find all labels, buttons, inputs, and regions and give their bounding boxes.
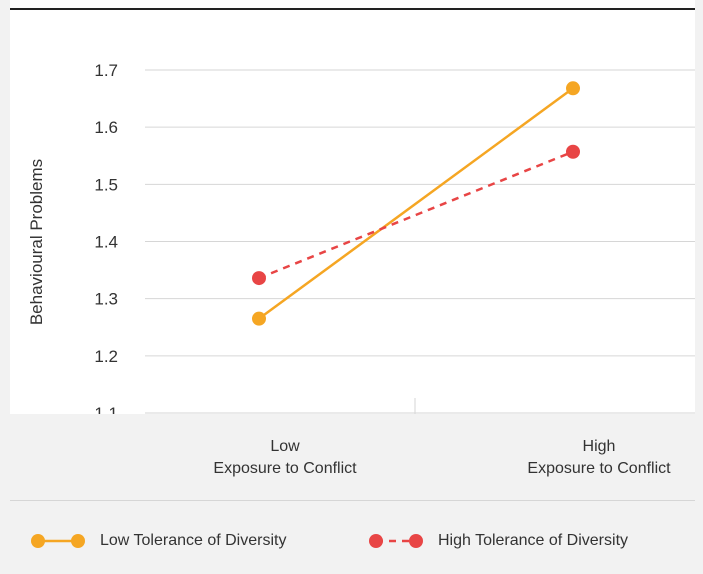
series-low-tolerance [252, 81, 580, 326]
x-tick-label: Low [270, 438, 300, 455]
legend-swatch-high-tolerance [369, 534, 423, 548]
data-point [252, 311, 266, 326]
legend-label: High Tolerance of Diversity [438, 532, 629, 549]
x-axis-sublabel: Exposure to Conflict [213, 460, 357, 477]
legend-label: Low Tolerance of Diversity [100, 532, 287, 549]
y-tick-label: 1.4 [94, 233, 118, 252]
data-point [566, 144, 580, 159]
x-category-low: Low Exposure to Conflict [165, 436, 405, 480]
gridlines [145, 69, 695, 414]
y-tick-label: 1.7 [94, 61, 118, 80]
y-tick-label: 1.5 [94, 175, 118, 194]
legend-swatch-low-tolerance [31, 534, 85, 548]
y-tick-label: 1.3 [94, 290, 118, 309]
series-high-tolerance [252, 144, 580, 286]
data-point [566, 81, 580, 96]
legend-item-low-tolerance: Low Tolerance of Diversity [30, 527, 286, 555]
chart-plot-area: 1.1 1.2 1.3 1.4 1.5 1.6 1.7 Behavioural Proble… [10, 10, 695, 414]
y-axis-label: Behavioural Problems [27, 159, 46, 325]
x-axis-sublabel: Exposure to Conflict [527, 460, 671, 477]
legend-item-high-tolerance: High Tolerance of Diversity [368, 527, 628, 555]
line-chart: 1.1 1.2 1.3 1.4 1.5 1.6 1.7 Behavioural Proble… [27, 61, 695, 414]
series-line [258, 87, 574, 320]
data-point [252, 271, 266, 286]
series-lines [252, 81, 580, 326]
y-tick-label: 1.2 [94, 347, 118, 366]
x-category-high: High Exposure to Conflict [479, 436, 703, 480]
top-rule [10, 0, 695, 10]
series-line [258, 150, 574, 280]
y-tick-label: 1.6 [94, 118, 118, 137]
y-axis-ticks: 1.1 1.2 1.3 1.4 1.5 1.6 1.7 [94, 61, 118, 414]
y-tick-label: 1.1 [94, 404, 118, 414]
legend-divider [10, 500, 695, 501]
x-tick-label: High [582, 438, 616, 455]
